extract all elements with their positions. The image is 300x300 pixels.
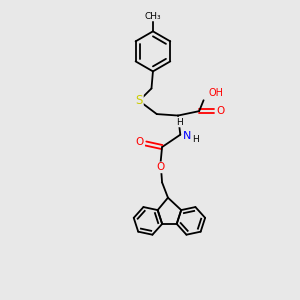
Text: H: H bbox=[192, 136, 199, 145]
Text: CH₃: CH₃ bbox=[145, 11, 161, 20]
Text: O: O bbox=[157, 162, 165, 172]
Text: O: O bbox=[217, 106, 225, 116]
Text: N: N bbox=[183, 131, 191, 141]
Text: S: S bbox=[135, 94, 143, 107]
Text: O: O bbox=[136, 137, 144, 147]
Text: H: H bbox=[176, 118, 183, 127]
Text: OH: OH bbox=[208, 88, 223, 98]
